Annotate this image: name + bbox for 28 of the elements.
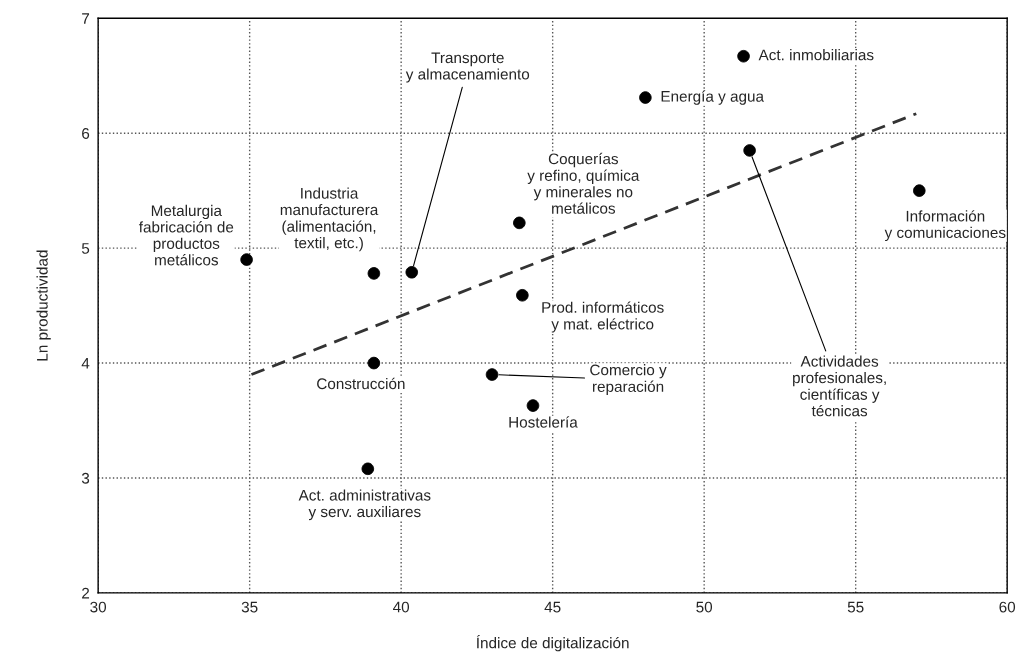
y-tick-label: 2 bbox=[82, 587, 90, 599]
annotation: Hostelería bbox=[509, 416, 578, 428]
annotation: Act. administrativas y serv. auxiliares bbox=[298, 489, 431, 521]
y-tick-label: 5 bbox=[81, 243, 90, 254]
x-tick-label: 35 bbox=[241, 601, 258, 613]
annotation: Transporte y almacenamiento bbox=[405, 52, 530, 83]
annotation: Coquerías y refino, química y minerales no metálicos bbox=[527, 152, 640, 214]
y-tick-label: 4 bbox=[81, 358, 90, 369]
annotation: Comercio y reparación bbox=[590, 364, 667, 396]
annotation: Metalurgia fabricación de productos metálicos bbox=[138, 204, 234, 266]
y-tick-label: 7 bbox=[82, 13, 90, 24]
y-axis-title: Ln productividad bbox=[36, 250, 51, 361]
x-tick-label: 40 bbox=[393, 601, 410, 613]
x-tick-label: 55 bbox=[847, 601, 864, 613]
annotation: Construcción bbox=[317, 377, 405, 390]
y-tick-label: 3 bbox=[81, 472, 90, 484]
annotation: Prod. informáticos y mat. eléctrico bbox=[542, 301, 664, 333]
x-tick-label: 50 bbox=[696, 601, 713, 613]
y-tick-label: 6 bbox=[82, 128, 90, 139]
annotation: Actividades profesionales, científicas y técnicas bbox=[793, 355, 886, 417]
annotation: Act. inmobiliarias bbox=[758, 49, 874, 61]
x-axis-title: Índice de digitalización bbox=[476, 634, 629, 652]
x-tick-label: 60 bbox=[999, 601, 1016, 613]
x-tick-label: 45 bbox=[544, 601, 561, 613]
annotation: Información y comunicaciones bbox=[884, 210, 1006, 242]
x-tick-label: 30 bbox=[90, 601, 107, 613]
annotation: Energía y agua bbox=[661, 90, 764, 105]
annotation: Industria manufacturera (alimentación, textil, etc.) bbox=[280, 187, 379, 252]
